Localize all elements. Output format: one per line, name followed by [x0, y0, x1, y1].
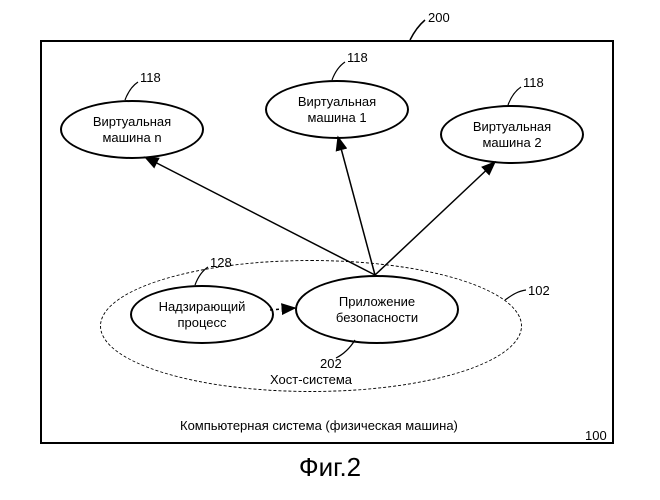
vm-1-ref: 118	[347, 50, 368, 65]
vm-2-line2: машина 2	[482, 135, 541, 150]
ref-100: 100	[585, 428, 607, 443]
vm-n-ref: 118	[140, 70, 161, 85]
supervisor-ref: 128	[210, 255, 232, 270]
security-ref: 202	[320, 356, 342, 371]
vm-n-node: Виртуальная машина n	[60, 100, 204, 159]
diagram-canvas: 200 Виртуальная машина n 118 Виртуальная…	[10, 10, 650, 490]
vm-2-line1: Виртуальная	[473, 119, 551, 134]
security-line1: Приложение	[339, 294, 415, 309]
ref-200: 200	[428, 10, 450, 25]
security-line2: безопасности	[336, 310, 418, 325]
vm-2-node: Виртуальная машина 2	[440, 105, 584, 164]
supervisor-node: Надзирающий процесс	[130, 285, 274, 344]
host-ref: 102	[528, 283, 550, 298]
computer-system-label: Компьютерная система (физическая машина)	[180, 418, 458, 433]
vm-n-line1: Виртуальная	[93, 114, 171, 129]
vm-n-line2: машина n	[102, 130, 161, 145]
figure-caption: Фиг.2	[10, 452, 650, 483]
supervisor-line1: Надзирающий	[159, 299, 246, 314]
host-label: Хост-система	[270, 372, 352, 387]
vm-1-node: Виртуальная машина 1	[265, 80, 409, 139]
supervisor-line2: процесс	[177, 315, 226, 330]
security-node: Приложение безопасности	[295, 275, 459, 344]
vm-1-line1: Виртуальная	[298, 94, 376, 109]
vm-1-line2: машина 1	[307, 110, 366, 125]
vm-2-ref: 118	[523, 75, 544, 90]
